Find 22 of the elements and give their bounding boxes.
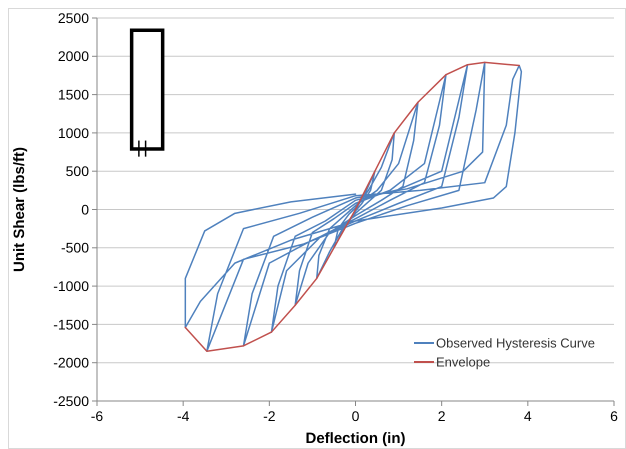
x-tick-label: 6 <box>610 408 618 424</box>
y-tick-label: 2500 <box>58 10 90 26</box>
legend-label: Envelope <box>436 354 490 370</box>
y-tick-label: 500 <box>66 163 90 180</box>
y-axis-title: Unit Shear (lbs/ft) <box>11 146 28 272</box>
y-tick-label: -2000 <box>53 354 90 371</box>
y-tick-label: -2500 <box>53 392 90 409</box>
y-tick-label: 1500 <box>58 86 90 102</box>
x-tick-label: -6 <box>90 408 104 424</box>
y-tick-label: 0 <box>81 201 90 218</box>
y-tick-label: -1000 <box>53 278 90 294</box>
y-tick-label: -1500 <box>53 316 90 332</box>
x-tick-label: 2 <box>438 408 446 424</box>
x-axis-title: Deflection (in) <box>306 430 406 447</box>
y-tick-label: 1000 <box>58 124 90 141</box>
y-tick-label: -500 <box>60 240 90 256</box>
x-tick-label: 4 <box>524 408 532 424</box>
x-tick-label: -4 <box>176 408 190 424</box>
x-tick-label: -2 <box>263 408 276 424</box>
x-tick-label: 0 <box>352 408 360 424</box>
legend-label: Observed Hysteresis Curve <box>436 336 595 351</box>
y-tick-label: 2000 <box>58 48 90 64</box>
